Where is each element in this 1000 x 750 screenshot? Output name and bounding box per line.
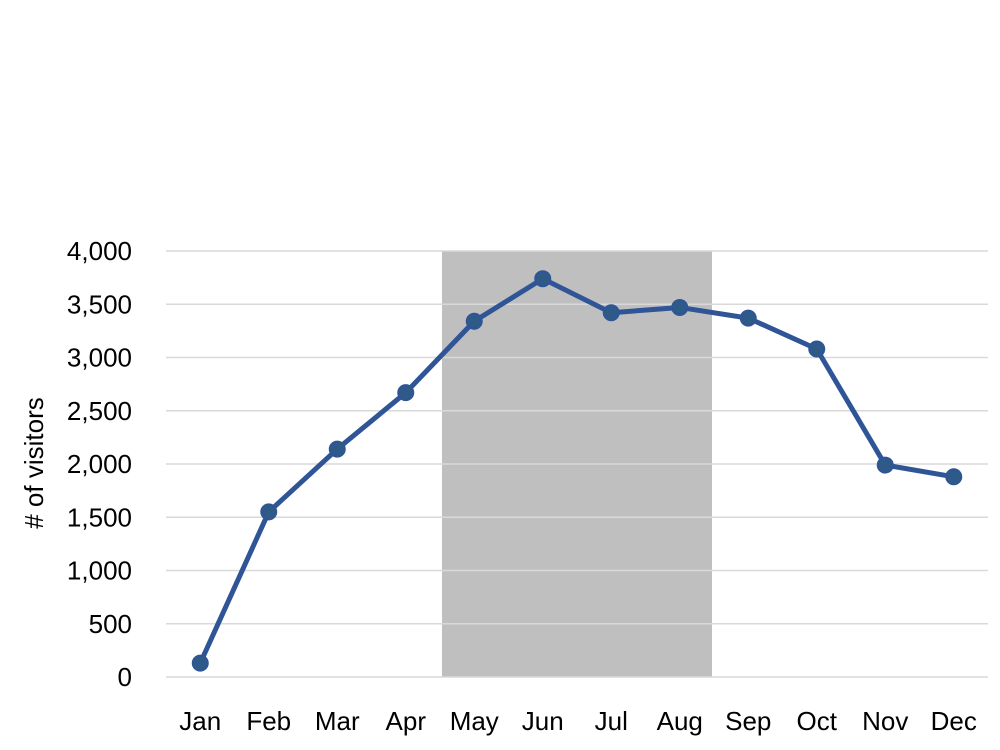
- x-tick-label: Mar: [315, 706, 360, 736]
- x-tick-label: Aug: [657, 706, 703, 736]
- data-point: [191, 654, 209, 672]
- x-tick-label: May: [450, 706, 499, 736]
- y-axis-title: # of visitors: [19, 397, 49, 529]
- x-tick-label: Jan: [179, 706, 221, 736]
- y-tick-label: 4,000: [67, 236, 132, 266]
- y-tick-label: 0: [118, 662, 132, 692]
- series-line: [197, 276, 957, 666]
- data-point: [260, 503, 278, 521]
- x-tick-label: Dec: [931, 706, 977, 736]
- series-layer: [191, 270, 963, 672]
- data-point: [465, 312, 483, 330]
- data-point: [397, 384, 415, 402]
- x-tick-label: Apr: [386, 706, 427, 736]
- y-tick-label: 1,000: [67, 556, 132, 586]
- data-point: [739, 309, 757, 327]
- data-point: [328, 440, 346, 458]
- data-point: [876, 456, 894, 474]
- data-point: [602, 304, 620, 322]
- y-tick-label: 1,500: [67, 502, 132, 532]
- gridlines: [166, 250, 988, 678]
- data-point: [808, 340, 826, 358]
- y-tick-label: 2,000: [67, 449, 132, 479]
- y-tick-label: 3,000: [67, 343, 132, 373]
- x-tick-label: Nov: [862, 706, 908, 736]
- x-tick-label: Oct: [797, 706, 838, 736]
- y-axis-tick-labels: 0 500 1,000 1,500 2,000 2,500 3,000 3,500 4,000: [67, 236, 132, 692]
- x-tick-label: Jun: [522, 706, 564, 736]
- y-tick-label: 3,500: [67, 289, 132, 319]
- data-point: [945, 468, 963, 486]
- data-point: [534, 270, 552, 288]
- y-tick-label: 500: [89, 609, 132, 639]
- data-point: [671, 298, 689, 316]
- x-tick-label: Jul: [595, 706, 628, 736]
- x-tick-label: Feb: [246, 706, 291, 736]
- x-axis-tick-labels: Jan Feb Mar Apr May Jun Jul Aug Sep Oct Nov Dec: [179, 706, 977, 736]
- y-tick-label: 2,500: [67, 396, 132, 426]
- x-tick-label: Sep: [725, 706, 771, 736]
